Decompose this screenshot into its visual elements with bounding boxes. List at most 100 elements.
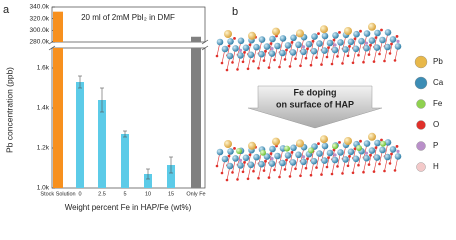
calcium-atom [284, 42, 292, 49]
oxygen-atom [336, 165, 339, 168]
calcium-atom [269, 145, 276, 153]
phosphorus-atom [301, 155, 306, 159]
calcium-atom [368, 147, 376, 154]
oxygen-atom [257, 176, 260, 180]
calcium-atom [253, 153, 260, 161]
oxygen-atom [273, 58, 276, 62]
oxygen-atom [338, 141, 341, 144]
calcium-atom [263, 153, 271, 160]
lead-atom [296, 139, 304, 148]
calcium-atom [279, 49, 286, 57]
oxygen-atom [388, 52, 392, 55]
oxygen-atom [383, 59, 386, 63]
phosphorus-atom [301, 45, 306, 49]
oxygen-atom [269, 152, 273, 156]
oxygen-atom [338, 31, 341, 34]
oxygen-atom [309, 63, 313, 67]
calcium-atom [394, 43, 402, 50]
lead-atom [224, 140, 232, 148]
phosphorus-atom [333, 153, 337, 157]
calcium-atom [268, 50, 276, 57]
lead-atom [344, 137, 352, 145]
calcium-atom [342, 156, 349, 163]
calcium-atom [237, 162, 244, 169]
lead-atom [248, 141, 256, 150]
oxygen-atom [330, 62, 334, 66]
calcium-atom [227, 38, 234, 45]
calcium-atom [368, 37, 376, 44]
oxygen-atom [311, 39, 315, 43]
oxygen-atom [380, 28, 383, 32]
oxygen-atom [346, 164, 350, 168]
calcium-atom [331, 156, 339, 164]
y-tick-label: 320.0k [29, 15, 49, 22]
calcium-atom [321, 142, 329, 150]
bar-lower-segment [191, 48, 201, 188]
calcium-atom [226, 162, 234, 170]
oxygen-atom [227, 44, 231, 48]
calcium-atom [394, 153, 402, 160]
oxygen-atom [367, 163, 371, 166]
lead-atom [320, 25, 328, 34]
oxygen-atom [332, 148, 336, 152]
oxygen-atom [306, 157, 309, 161]
iron-atom [236, 148, 242, 154]
calcium-atom [374, 29, 381, 37]
oxygen-atom [243, 161, 246, 164]
oxygen-atom [362, 60, 365, 64]
calcium-atom [227, 148, 234, 155]
oxygen-atom [288, 65, 292, 68]
calcium-atom [379, 146, 386, 154]
calcium-atom [295, 151, 302, 159]
calcium-atom [232, 45, 239, 52]
annotation: 20 ml of 2mM PbI₂ in DMF [81, 13, 175, 22]
crystal-structures [215, 22, 402, 182]
oxygen-atom [378, 162, 381, 166]
calcium-atom [363, 154, 370, 162]
iron-atom [332, 143, 338, 150]
oxygen-atom [294, 57, 297, 61]
calcium-atom [321, 157, 328, 164]
y-tick-label: 1.2k [37, 145, 50, 152]
oxygen-atom [351, 171, 355, 175]
calcium-atom [258, 50, 265, 58]
oxygen-atom [306, 47, 309, 51]
oxygen-atom [262, 59, 266, 62]
calcium-atom [326, 149, 334, 157]
calcium-atom [310, 157, 318, 165]
oxygen-atom [304, 56, 308, 60]
calcium-atom [363, 140, 371, 147]
oxygen-atom [227, 154, 231, 158]
legend-label: P [433, 141, 438, 150]
calcium-atom [290, 144, 297, 152]
oxygen-atom [262, 169, 266, 172]
error-bar [169, 156, 173, 174]
calcium-atom [269, 35, 276, 43]
phosphorus-atom [364, 41, 369, 45]
oxygen-atom [246, 67, 250, 71]
calcium-atom [316, 40, 323, 47]
oxygen-atom [359, 139, 362, 143]
oxygen-atom [299, 174, 302, 178]
iron-atom [284, 145, 290, 152]
lead-atom [224, 30, 232, 38]
bar [98, 100, 106, 188]
oxygen-atom [315, 56, 318, 59]
legend-atom [416, 141, 426, 151]
iron-atom [308, 147, 314, 154]
oxygen-atom [327, 156, 330, 160]
x-axis-label: Weight percent Fe in HAP/Fe (wt%) [65, 203, 192, 212]
lead-atom [248, 31, 256, 40]
oxygen-atom [372, 60, 376, 63]
calcium-atom [268, 160, 276, 167]
oxygen-atom [315, 166, 318, 169]
phosphorus-atom [238, 48, 243, 53]
calcium-atom [363, 30, 371, 37]
bar [121, 134, 129, 188]
legend-label: Ca [433, 78, 444, 87]
lead-atom [368, 22, 376, 31]
calcium-atom [279, 159, 286, 167]
oxygen-atom [309, 173, 313, 177]
oxygen-atom [294, 167, 297, 171]
arrow-text: on surface of HAP [276, 99, 354, 109]
